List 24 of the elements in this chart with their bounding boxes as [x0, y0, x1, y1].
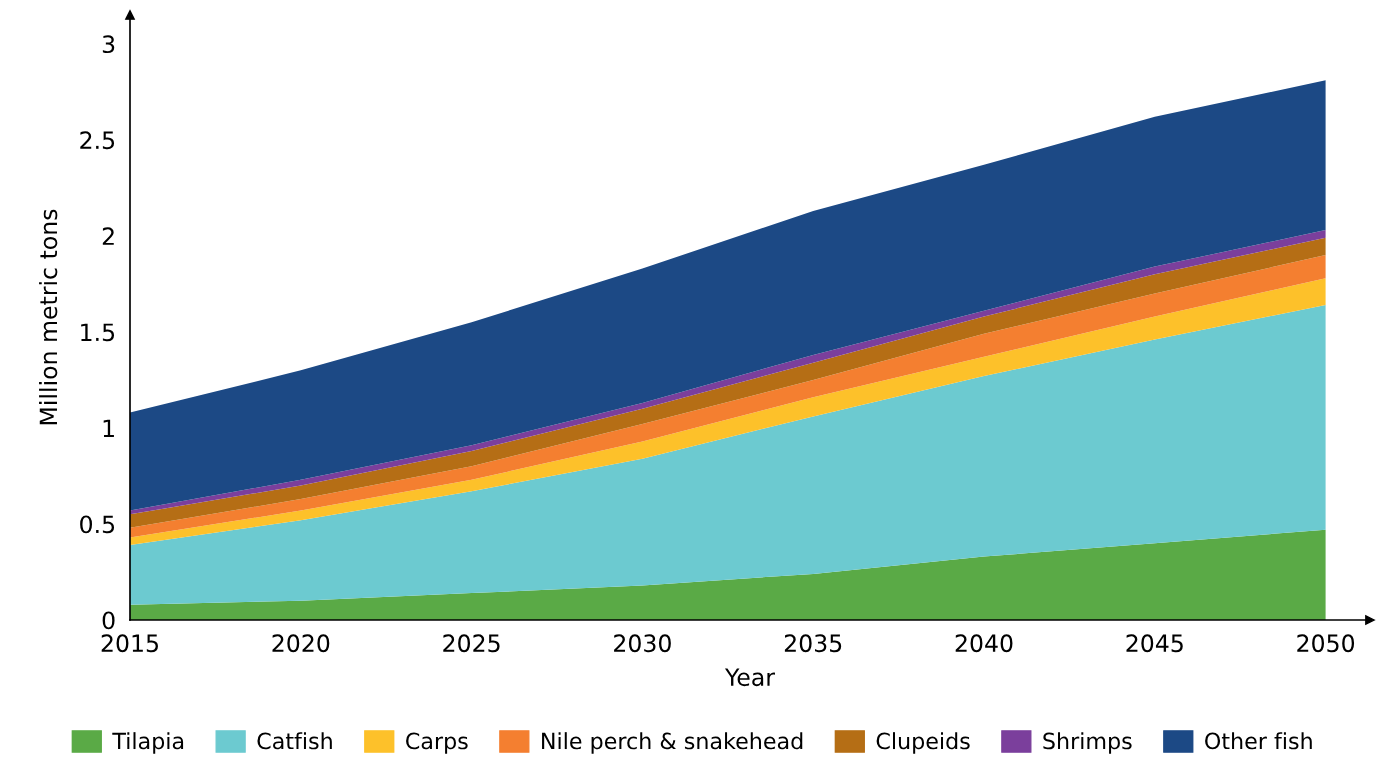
- x-tick-label: 2030: [614, 634, 671, 653]
- legend-label: Catfish: [257, 732, 332, 750]
- x-tick-label: 2050: [1297, 634, 1355, 653]
- y-tick-label: 1.5: [81, 323, 115, 342]
- x-tick-label: 2035: [784, 634, 842, 653]
- y-tick-label: 0: [102, 611, 115, 630]
- legend-label: Shrimps: [1043, 732, 1132, 754]
- y-tick-label: 3: [102, 35, 115, 54]
- x-axis-title: Year: [724, 668, 775, 687]
- y-tick-label: 2: [102, 227, 114, 245]
- y-axis-title: Million metric tons: [39, 209, 58, 425]
- x-tick-label: 2025: [443, 634, 500, 653]
- legend-label: Nile perch & snakehead: [542, 732, 803, 754]
- legend-label: Carps: [406, 732, 468, 754]
- y-tick-label: 0.5: [80, 515, 115, 534]
- x-tick-label: 2040: [955, 634, 1013, 653]
- y-tick-label: 2.5: [80, 131, 115, 150]
- x-tick-label: 2045: [1126, 634, 1183, 653]
- legend-label: Other fish: [1205, 732, 1312, 750]
- x-tick-label: 2015: [101, 634, 158, 653]
- y-tick-label: 1: [103, 419, 114, 437]
- legend-label: Clupeids: [876, 732, 970, 754]
- legend-label: Tilapia: [112, 732, 184, 754]
- x-tick-label: 2020: [272, 634, 330, 653]
